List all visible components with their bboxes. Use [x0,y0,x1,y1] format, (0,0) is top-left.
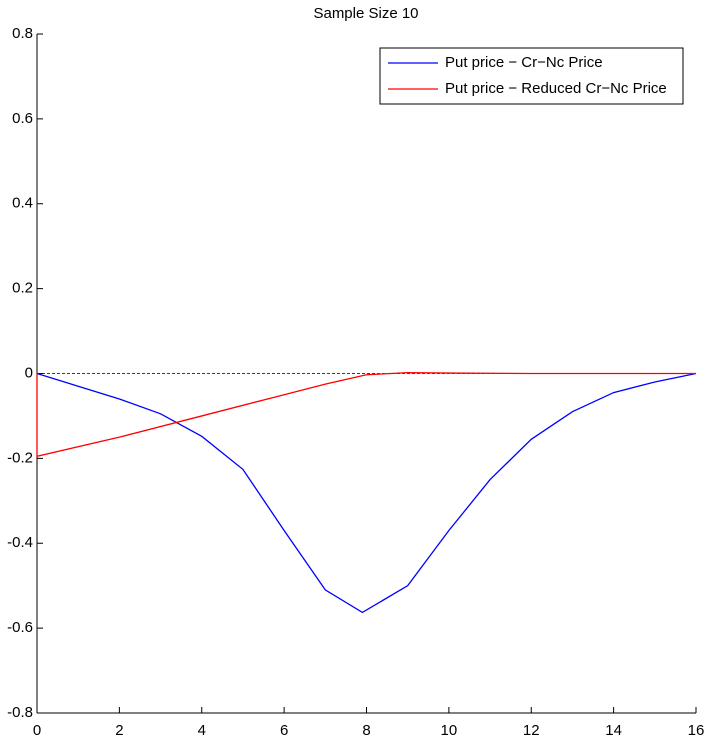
x-tick-label: 12 [523,722,540,739]
x-tick-label: 4 [198,722,206,739]
x-tick-label: 16 [688,722,704,739]
legend-box [379,47,684,105]
line [36,372,697,614]
x-tick-label: 8 [362,722,370,739]
x-tick-label: 6 [280,722,288,739]
y-tick-label: 0.2 [12,280,33,297]
line [36,372,696,458]
x-tick-label: 10 [441,722,458,739]
y-tick-label: 0.8 [12,25,33,42]
legend-label: Put price − Cr−Nc Price [445,54,603,71]
y-tick-label: 0.6 [12,110,33,127]
x-tick-label: 2 [115,722,123,739]
chart-title: Sample Size 10 [313,5,418,22]
y-tick-label: 0.4 [12,195,33,212]
y-tick-label: -0.4 [7,534,33,551]
x-tick-label: 14 [605,722,622,739]
y-tick-label: -0.2 [7,449,33,466]
legend-label: Put price − Reduced Cr−Nc Price [445,80,667,97]
y-tick-label: -0.6 [7,619,33,636]
y-tick-label: -0.8 [7,704,33,721]
x-tick-label: 0 [33,722,41,739]
y-tick-label: 0 [25,364,33,381]
